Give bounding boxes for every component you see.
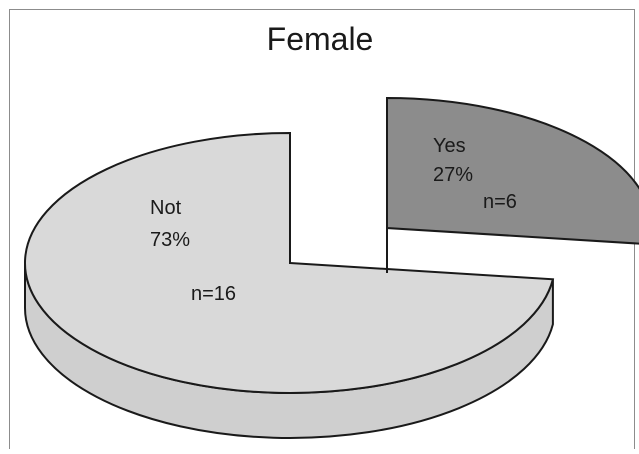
label-not-percent: 73%	[150, 229, 190, 251]
label-yes-percent: 27%	[433, 164, 473, 186]
chart-title: Female	[267, 21, 374, 57]
label-not-count: n=16	[191, 283, 236, 305]
label-yes-category: Yes	[433, 135, 466, 157]
label-not-category: Not	[150, 197, 182, 219]
slice-not-group	[24, 131, 555, 439]
slice-yes-group	[386, 96, 639, 273]
slice-not	[24, 131, 555, 394]
label-yes-count: n=6	[483, 191, 517, 213]
slice-yes	[386, 96, 639, 245]
